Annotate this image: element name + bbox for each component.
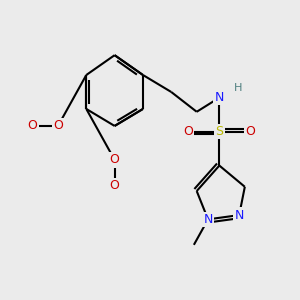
Text: O: O [28, 119, 38, 132]
Text: O: O [110, 179, 120, 192]
Text: O: O [53, 119, 63, 132]
Text: N: N [203, 213, 213, 226]
Text: N: N [235, 208, 244, 222]
Text: N: N [215, 91, 224, 104]
Text: S: S [215, 125, 223, 138]
Text: O: O [110, 153, 120, 167]
Text: O: O [246, 125, 255, 138]
Text: O: O [183, 125, 193, 138]
Text: H: H [233, 83, 242, 93]
